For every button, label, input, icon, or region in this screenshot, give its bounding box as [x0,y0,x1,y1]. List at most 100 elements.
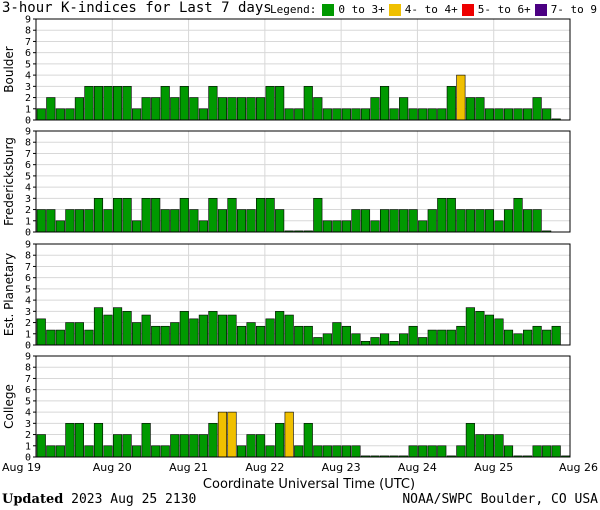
y-tick-label: 9 [25,240,31,251]
bar [179,311,189,346]
bar [313,97,323,121]
bar [227,411,237,458]
bar [465,423,475,458]
bar [93,423,104,458]
bar [475,434,485,458]
bar [332,322,342,346]
bar [456,325,466,346]
bar [389,108,399,121]
bar [360,209,371,233]
bar [379,333,390,346]
bar [36,108,46,121]
bar [294,108,304,121]
bar [494,220,504,233]
bar [151,97,161,121]
bar [313,337,323,346]
bar [332,220,342,233]
y-tick-label: 4 [25,71,31,82]
bar [246,97,256,121]
y-tick-label: 3 [25,419,31,430]
bar [503,329,514,346]
bar [284,411,294,458]
y-tick-label: 6 [25,48,31,59]
legend-swatch-green [322,3,335,16]
y-tick-label: 4 [25,296,31,307]
bar [55,445,65,458]
y-tick-label: 3 [25,82,31,93]
bar [84,445,94,458]
legend-label: Legend: [270,3,317,16]
updated-value: 2023 Aug 25 2130 [71,492,197,507]
x-tick-label: Aug 23 [322,461,361,474]
bar [160,325,170,346]
bar [465,97,475,121]
bar [103,209,113,233]
bar [427,108,437,121]
bar [284,108,294,121]
legend-item-label: 7- to 9 [550,3,598,16]
bar [446,86,456,121]
bar [93,198,104,233]
bar [418,108,428,121]
legend-swatch-red [461,3,474,16]
bar [122,311,132,346]
bar [170,322,180,346]
bar [542,445,552,458]
bar [294,325,304,346]
bar [494,318,504,346]
bar [303,325,313,346]
bar [208,86,218,121]
bar [198,314,208,346]
legend-item-severe: 7- to 9 [534,3,598,16]
y-tick-label: 2 [25,430,31,441]
y-tick-label: 6 [25,385,31,396]
bar [379,86,390,121]
x-tick-label: Aug 21 [169,461,208,474]
bar [523,209,533,233]
bar [179,434,189,458]
bar [151,445,161,458]
y-tick-label: 2 [25,205,31,216]
bar [523,329,533,346]
legend-swatch-yellow [388,3,401,16]
bar [189,209,199,233]
bar [46,445,56,458]
bar [418,445,428,458]
bar [456,74,466,121]
bar [170,434,180,458]
bar [112,198,123,233]
y-tick-label: 8 [25,26,31,37]
bar [399,97,409,121]
source-credit: NOAA/SWPC Boulder, CO USA [402,492,598,507]
bar [198,434,208,458]
y-tick-label: 7 [25,149,31,160]
bar [313,198,323,233]
bar [456,209,466,233]
bar [217,209,228,233]
bar [132,322,142,346]
bar [236,209,247,233]
legend-item-label: 0 to 3+ [338,3,385,16]
bar [360,340,371,346]
bar [503,445,514,458]
bar [74,209,84,233]
bar [84,329,94,346]
y-tick-label: 9 [25,15,31,26]
x-tick-label: Aug 24 [398,461,437,474]
panel-label: Boulder [2,46,16,93]
y-tick-label: 2 [25,93,31,104]
legend-item-label: 4- to 4+ [404,3,458,16]
bar [84,86,94,121]
y-tick-label: 0 [25,341,31,352]
y-tick-label: 5 [25,59,31,70]
bar [236,325,247,346]
bar [198,220,208,233]
bar [151,198,161,233]
y-tick-label: 5 [25,171,31,182]
bar [275,209,285,233]
bar [170,209,180,233]
x-tick-label: Aug 19 [2,461,41,474]
bar [208,311,218,346]
y-tick-label: 0 [25,453,31,464]
